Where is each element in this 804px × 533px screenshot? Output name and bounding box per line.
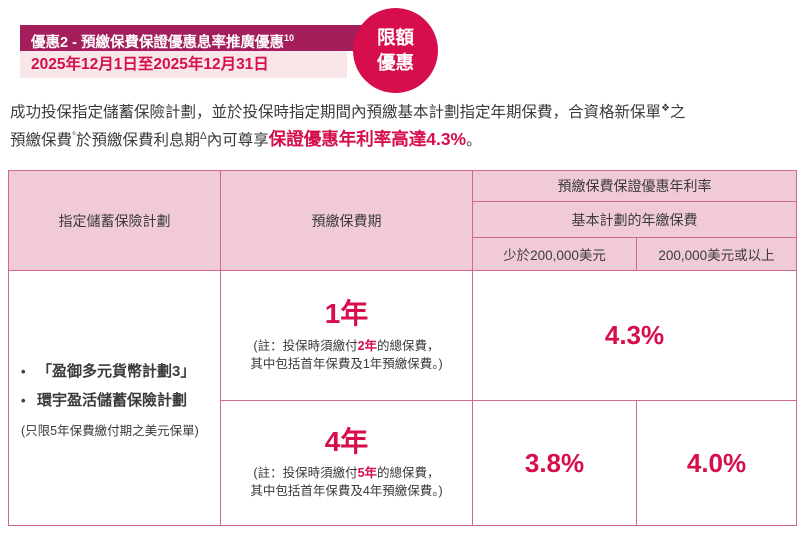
intro-text-3: 預繳保費 (10, 132, 73, 150)
period-1-year-cell: 1年 (註：投保時須繳付2年的總保費， 其中包括首年保費及1年預繳保費。) (220, 270, 473, 401)
intro-fullstop: 。 (466, 132, 482, 150)
note-text: (註：投保時須繳付 (253, 338, 358, 353)
annual-premium-group-header: 基本計劃的年繳保費 (472, 201, 797, 238)
promo-title-footnote: 10 (283, 33, 294, 43)
note-text: (註：投保時須繳付 (253, 466, 358, 481)
plan-restriction-note: (只限5年保費繳付期之美元保單) (21, 424, 199, 438)
designated-plans-cell: • 「盈御多元貨幣計劃3」 • 環宇盈活儲蓄保險計劃 (只限5年保費繳付期之美元保單… (8, 270, 221, 526)
plan-list-item-2: • 環宇盈活儲蓄保險計劃 (21, 386, 212, 415)
note-text: 其中包括首年保費及1年預繳保費。) (250, 356, 443, 371)
period-4-year-note: (註：投保時須繳付5年的總保費， 其中包括首年保費及4年預繳保費。) (222, 464, 472, 500)
promo-date-range: 2025年12月1日至2025年12月31日 (31, 56, 269, 73)
rates-table: 指定儲蓄保險計劃 預繳保費期 預繳保費保證優惠年利率 基本計劃的年繳保費 少於2… (8, 170, 797, 526)
badge-text-line2: 優惠 (376, 51, 414, 73)
rate-1-year-merged-cell: 4.3% (472, 270, 797, 401)
footnote-diamond-mark: ❖ (661, 103, 670, 114)
rate-group-header: 預繳保費保證優惠年利率 (472, 170, 797, 202)
intro-text-2: 之 (669, 104, 686, 122)
promo-title-bar: 優惠2 - 預繳保費保證優惠息率推廣優惠10 (20, 25, 364, 51)
footnote-delta-mark: Δ (200, 131, 207, 143)
intro-text-5: 內可尊享 (206, 132, 269, 150)
promo-date-bar: 2025年12月1日至2025年12月31日 (20, 51, 347, 78)
period-4-year-label: 4年 (324, 425, 369, 457)
period-1-year-note: (註：投保時須繳付2年的總保費， 其中包括首年保費及1年預繳保費。) (222, 337, 472, 373)
intro-rate-highlight: 保證優惠年利率高達4.3% (268, 129, 467, 150)
plan-list-item-1: • 「盈御多元貨幣計劃3」 (21, 357, 212, 386)
note-highlight-years: 5年 (357, 466, 378, 481)
plan-name-1: 「盈御多元貨幣計劃3」 (37, 363, 196, 380)
footnote-circle-mark: ° (72, 131, 77, 143)
intro-paragraph: 成功投保指定儲蓄保險計劃，並於投保時指定期間內預繳基本計劃指定年期保費，合資格新… (10, 97, 800, 153)
intro-text-4: 於預繳保費利息期 (76, 132, 201, 150)
bullet-icon: • (21, 393, 26, 408)
bullet-icon: • (21, 364, 26, 379)
tier-200k-or-above-header: 200,000美元或以上 (636, 237, 797, 271)
intro-text-1: 成功投保指定儲蓄保險計劃，並於投保時指定期間內預繳基本計劃指定年期保費，合資格新… (10, 104, 662, 122)
note-highlight-years: 2年 (357, 338, 378, 353)
badge-text-line1: 限額 (376, 27, 414, 49)
rate-value-4-3: 4.3% (604, 320, 665, 350)
period-1-year-label: 1年 (324, 298, 369, 330)
limited-offer-badge: 限額 優惠 (353, 8, 438, 93)
tier-under-200k-header: 少於200,000美元 (472, 237, 637, 271)
promo-title: 優惠2 - 預繳保費保證優惠息率推廣優惠 (31, 34, 284, 51)
period-column-header: 預繳保費期 (220, 170, 473, 271)
rate-4-year-low-tier-cell: 3.8% (472, 400, 637, 526)
rate-4-year-high-tier-cell: 4.0% (636, 400, 797, 526)
note-text: 其中包括首年保費及4年預繳保費。) (250, 484, 443, 499)
plan-column-header: 指定儲蓄保險計劃 (8, 170, 221, 271)
period-4-year-cell: 4年 (註：投保時須繳付5年的總保費， 其中包括首年保費及4年預繳保費。) (220, 400, 473, 526)
plan-name-2: 環宇盈活儲蓄保險計劃 (37, 392, 188, 409)
rate-value-3-8: 3.8% (524, 447, 585, 478)
note-text: 的總保費， (377, 466, 440, 481)
rate-value-4-0: 4.0% (686, 447, 747, 478)
note-text: 的總保費， (377, 338, 440, 353)
